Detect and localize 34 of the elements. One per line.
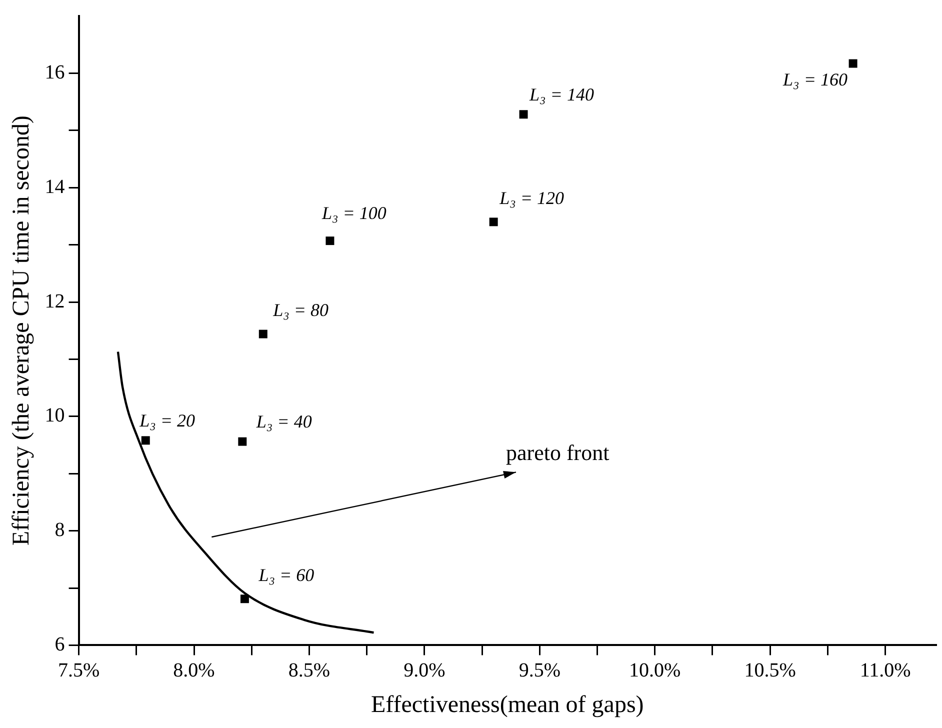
point <box>240 594 249 604</box>
y-tick-label: 14 <box>44 176 65 198</box>
annotation: L₃ = 100 <box>320 202 386 223</box>
x-tick-label: 9.0% <box>404 659 446 682</box>
point <box>141 436 150 445</box>
x-tick-label: 10.5% <box>744 659 796 682</box>
point <box>258 330 268 338</box>
line-series <box>116 350 375 634</box>
x-tick-label: 8.5% <box>288 659 330 682</box>
x-tick-label: 11.0% <box>860 659 911 682</box>
annotation: L₃ = 140 <box>528 84 594 104</box>
point <box>489 218 498 226</box>
annotation: L₃ = 20 <box>138 410 196 430</box>
annotation: L₃ = 80 <box>272 300 329 320</box>
x-tick-label: 9.5% <box>518 659 560 682</box>
point <box>238 437 247 446</box>
point <box>519 110 528 119</box>
x-tick-label: 10.0% <box>629 659 681 682</box>
y-axis-title: Efficiency (the average CPU time in second) <box>8 116 35 546</box>
x-tick-label: 7.5% <box>58 659 100 682</box>
annotation: L₃ = 60 <box>258 564 314 585</box>
x-tick-label: 8.0% <box>173 659 215 682</box>
annotation: pareto front <box>506 440 610 466</box>
annotation: L₃ = 160 <box>782 69 848 90</box>
y-tick-label: 16 <box>44 61 65 84</box>
annotation: L₃ = 40 <box>255 412 312 432</box>
x-axis-title: Effectiveness(mean of gaps) <box>371 692 644 718</box>
annotation: L₃ = 120 <box>498 188 564 208</box>
y-tick-label: 6 <box>54 633 65 656</box>
y-tick-label: 10 <box>44 404 65 427</box>
point <box>326 236 334 246</box>
y-tick-label: 8 <box>54 519 65 542</box>
y-tick-label: 12 <box>44 290 65 312</box>
point <box>848 59 858 68</box>
